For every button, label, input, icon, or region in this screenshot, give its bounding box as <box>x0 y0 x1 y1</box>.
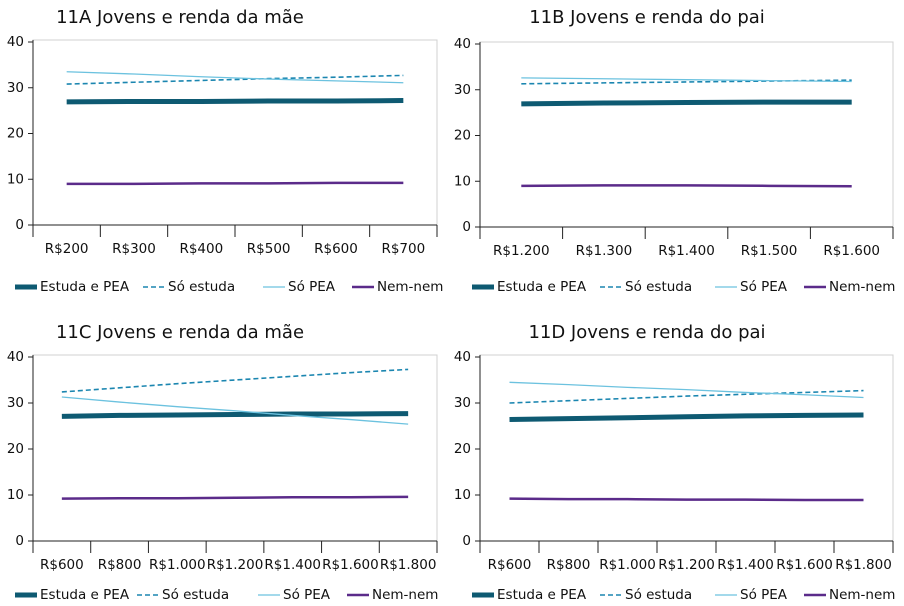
series-line <box>509 389 864 404</box>
legend-label: Estuda e PEA <box>40 279 130 295</box>
series-line <box>61 495 409 500</box>
y-tick-label: 20 <box>454 128 471 144</box>
legend-label: Só estuda <box>625 279 692 295</box>
legend-label: Só PEA <box>740 587 788 603</box>
y-tick-label: 20 <box>7 126 24 142</box>
legend-label: Nem-nem <box>829 279 895 295</box>
x-tick-label: R$600 <box>314 241 358 257</box>
series-line <box>61 396 409 425</box>
x-tick-label: R$1.200 <box>658 557 715 573</box>
y-tick-label: 0 <box>15 533 24 549</box>
legend-label: Só PEA <box>740 279 788 295</box>
x-tick-label: R$1.800 <box>380 557 437 573</box>
series-line <box>521 77 852 83</box>
x-tick-label: R$700 <box>381 241 425 257</box>
series-line <box>61 411 409 419</box>
y-tick-label: 0 <box>462 219 471 235</box>
x-tick-label: R$1.000 <box>599 557 656 573</box>
series-line <box>509 381 864 399</box>
series-line <box>66 181 404 186</box>
series-line <box>66 98 404 105</box>
chart-title: 11C Jovens e renda da mãe <box>56 322 304 343</box>
y-tick-label: 10 <box>7 171 24 187</box>
y-tick-label: 10 <box>7 487 24 503</box>
legend-label: Estuda e PEA <box>40 587 130 603</box>
x-tick-label: R$1.400 <box>264 557 321 573</box>
x-tick-label: R$1.000 <box>149 557 206 573</box>
plot-frame <box>479 41 894 228</box>
y-tick-label: 20 <box>454 441 471 457</box>
series-line <box>61 368 409 393</box>
x-tick-label: R$300 <box>112 241 156 257</box>
y-tick-label: 40 <box>454 349 471 365</box>
y-tick-label: 30 <box>7 80 24 96</box>
x-tick-label: R$1.200 <box>207 557 264 573</box>
series-line <box>66 71 404 84</box>
x-tick-label: R$400 <box>179 241 223 257</box>
y-tick-label: 10 <box>454 173 471 189</box>
series-line <box>521 184 852 188</box>
legend-label: Só estuda <box>168 279 235 295</box>
plot-frame <box>32 39 438 226</box>
y-tick-label: 40 <box>7 34 24 50</box>
series-line <box>509 497 864 502</box>
x-tick-label: R$500 <box>247 241 291 257</box>
x-tick-label: R$1.400 <box>658 243 715 259</box>
y-tick-label: 0 <box>462 533 471 549</box>
y-tick-label: 30 <box>454 82 471 98</box>
chart-title: 11D Jovens e renda do pai <box>528 322 765 343</box>
legend-label: Só estuda <box>625 587 692 603</box>
y-tick-label: 10 <box>454 487 471 503</box>
legend-label: Só estuda <box>162 587 229 603</box>
y-tick-label: 40 <box>454 36 471 52</box>
x-tick-label: R$1.500 <box>741 243 798 259</box>
y-tick-label: 30 <box>454 395 471 411</box>
chart-title: 11B Jovens e renda do pai <box>529 7 765 28</box>
series-line <box>66 74 404 85</box>
chart-title: 11A Jovens e renda da mãe <box>56 7 304 28</box>
legend-label: Nem-nem <box>377 279 443 295</box>
x-tick-label: R$600 <box>488 557 532 573</box>
x-tick-label: R$1.600 <box>322 557 379 573</box>
series-line <box>521 99 852 107</box>
y-tick-label: 0 <box>15 217 24 233</box>
x-tick-label: R$1.800 <box>835 557 892 573</box>
series-line <box>509 412 864 423</box>
legend-label: Nem-nem <box>372 587 438 603</box>
x-tick-label: R$1.600 <box>823 243 880 259</box>
legend-label: Estuda e PEA <box>497 587 587 603</box>
legend-label: Só PEA <box>283 587 331 603</box>
x-tick-label: R$1.400 <box>717 557 774 573</box>
legend-label: Nem-nem <box>829 587 895 603</box>
x-tick-label: R$1.300 <box>576 243 633 259</box>
x-tick-label: R$200 <box>45 241 89 257</box>
x-tick-label: R$800 <box>547 557 591 573</box>
y-tick-label: 20 <box>7 441 24 457</box>
x-tick-label: R$600 <box>40 557 84 573</box>
plot-frame <box>479 354 894 542</box>
x-tick-label: R$800 <box>98 557 142 573</box>
x-tick-label: R$1.600 <box>776 557 833 573</box>
y-tick-label: 30 <box>7 395 24 411</box>
legend-label: Estuda e PEA <box>497 279 587 295</box>
legend-label: Só PEA <box>288 279 336 295</box>
plot-frame <box>32 354 438 542</box>
y-tick-label: 40 <box>7 349 24 365</box>
x-tick-label: R$1.200 <box>493 243 550 259</box>
